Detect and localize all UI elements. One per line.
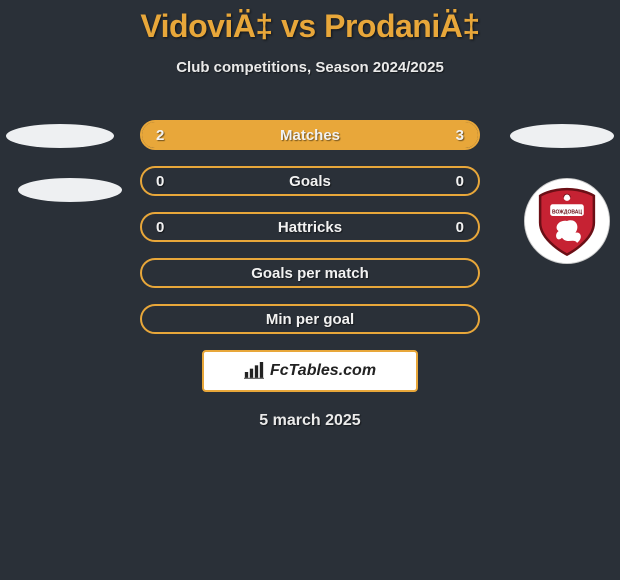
date-label: 5 march 2025 — [0, 412, 620, 430]
stat-row: 0 Hattricks 0 — [140, 212, 480, 242]
stat-label: Goals per match — [251, 265, 369, 282]
stat-value-right: 3 — [456, 127, 464, 144]
player-right-avatar-1 — [510, 124, 614, 148]
stat-value-left: 0 — [156, 219, 164, 236]
stat-value-left: 2 — [156, 127, 164, 144]
subtitle: Club competitions, Season 2024/2025 — [0, 59, 620, 76]
stat-label: Goals — [289, 173, 331, 190]
stat-label: Hattricks — [278, 219, 342, 236]
stat-row: Goals per match — [140, 258, 480, 288]
stat-label: Matches — [280, 127, 340, 144]
stat-value-right: 0 — [456, 219, 464, 236]
fctables-label: FcTables.com — [270, 362, 376, 380]
player-left-avatar-1 — [6, 124, 114, 148]
stat-value-right: 0 — [456, 173, 464, 190]
club-badge-right: ВОЖДОВАЦ — [524, 178, 610, 264]
stat-row: Min per goal — [140, 304, 480, 334]
fctables-logo-box: FcTables.com — [202, 350, 418, 392]
stat-row: 0 Goals 0 — [140, 166, 480, 196]
stat-rows: 2 Matches 3 0 Goals 0 0 Hattricks 0 Goals per mat… — [140, 120, 480, 334]
stat-value-left: 0 — [156, 173, 164, 190]
svg-text:ВОЖДОВАЦ: ВОЖДОВАЦ — [552, 209, 582, 215]
stat-label: Min per goal — [266, 311, 354, 328]
page-title: VidoviÄ‡ vs ProdaniÄ‡ — [0, 8, 620, 45]
bar-chart-icon — [244, 362, 264, 380]
stat-row: 2 Matches 3 — [140, 120, 480, 150]
player-left-avatar-2 — [18, 178, 122, 202]
